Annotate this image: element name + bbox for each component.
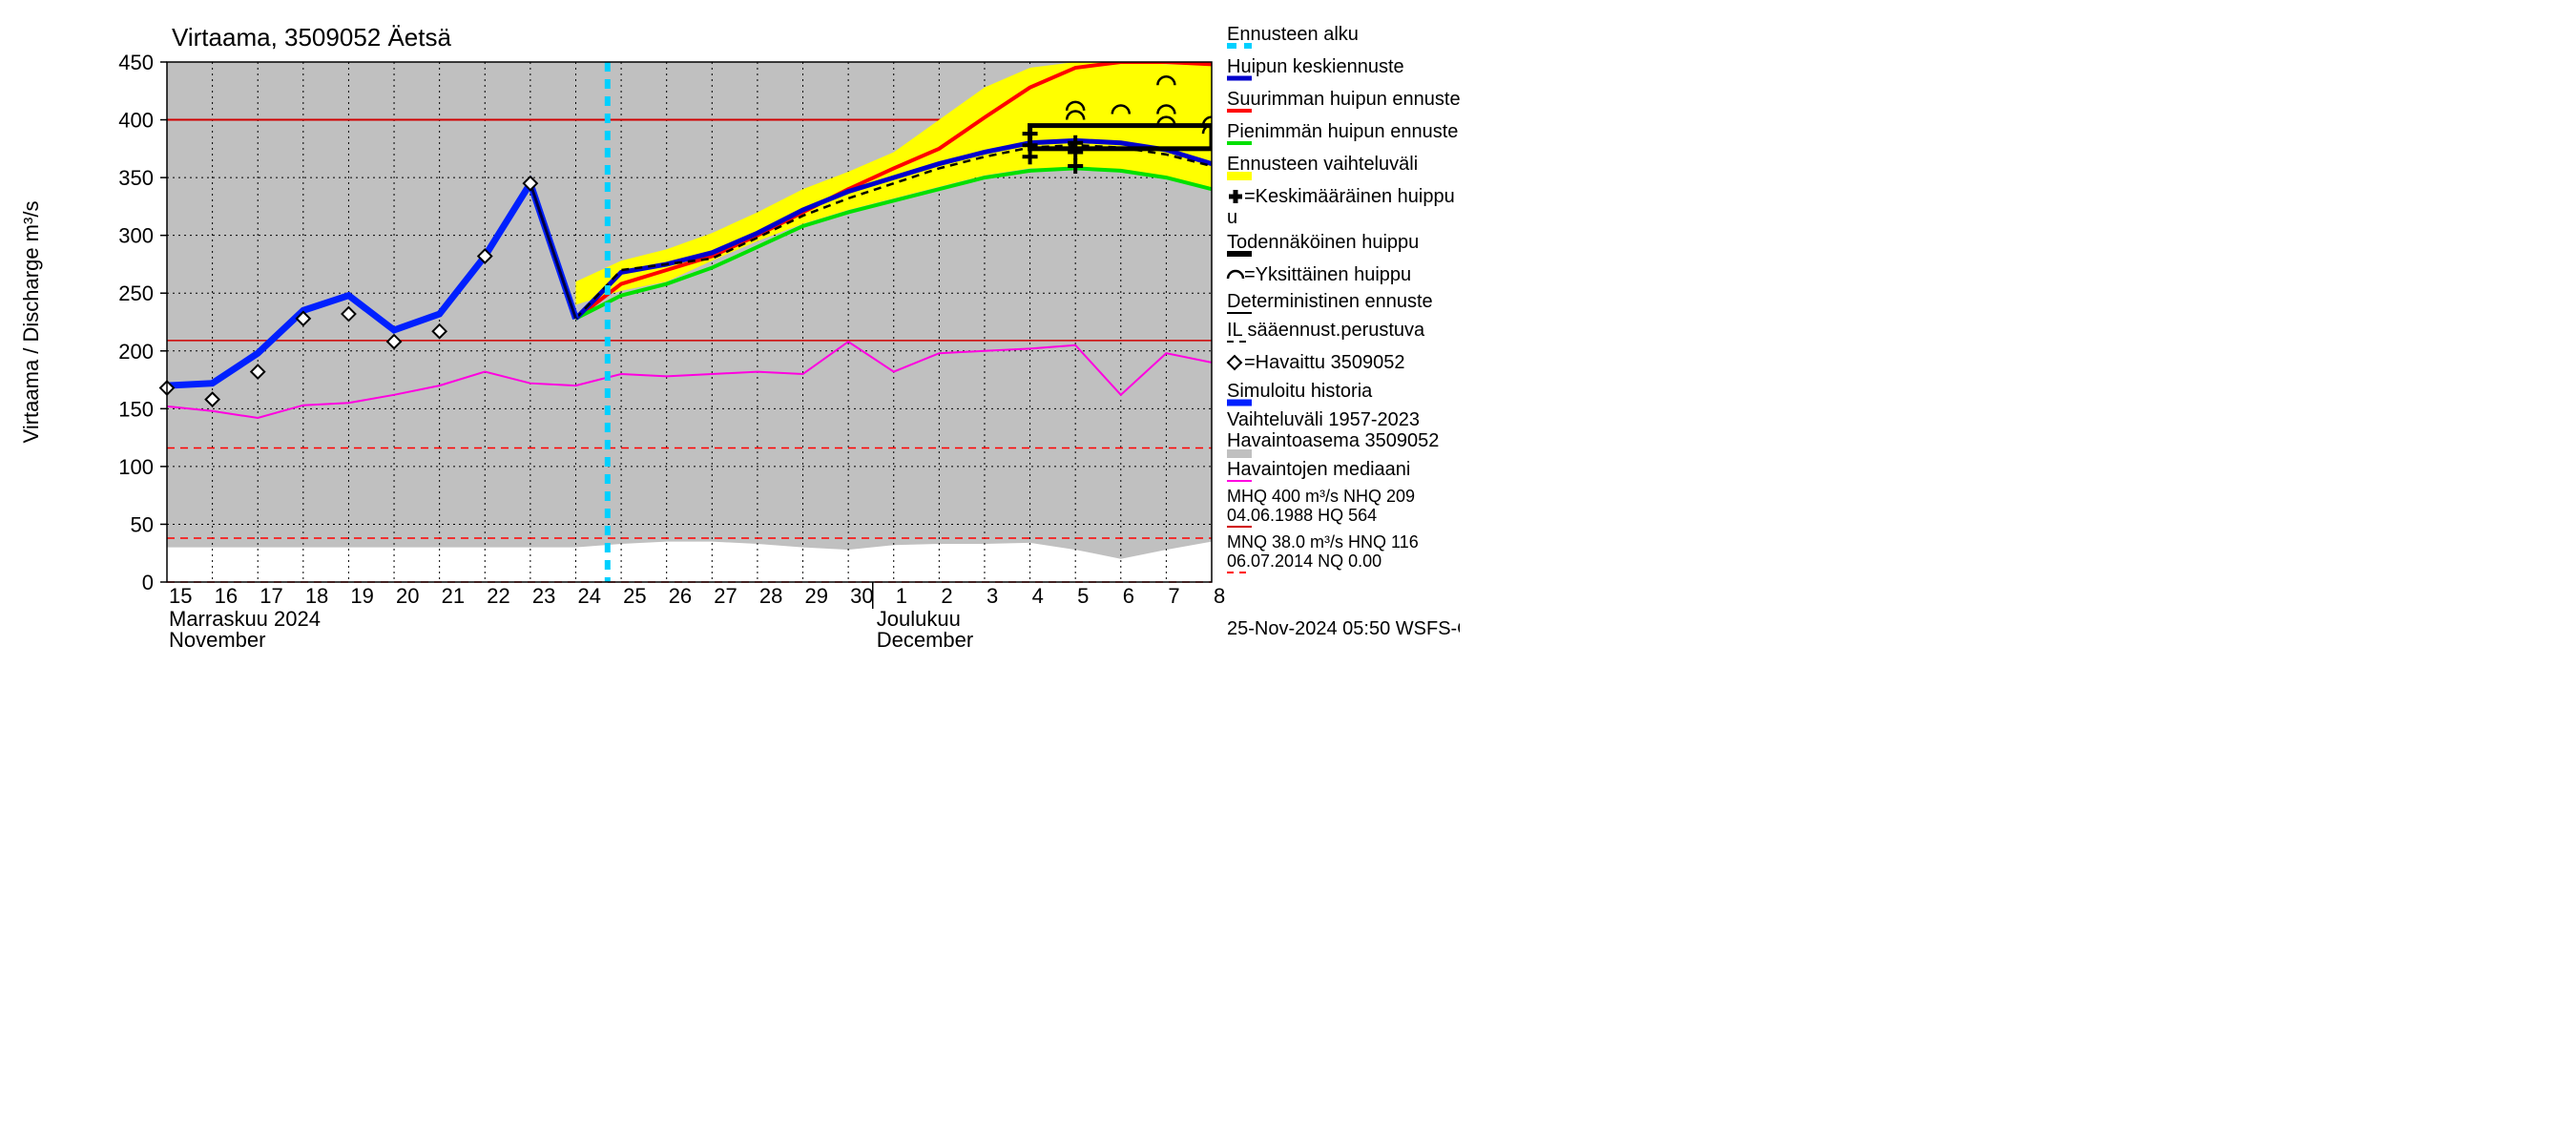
svg-text:Virtaama, 3509052 Äetsä: Virtaama, 3509052 Äetsä — [172, 23, 451, 52]
svg-text:06.07.2014 NQ 0.00: 06.07.2014 NQ 0.00 — [1227, 552, 1381, 571]
svg-text:100: 100 — [118, 455, 154, 479]
svg-text:November: November — [169, 628, 265, 649]
svg-text:150: 150 — [118, 397, 154, 421]
svg-text:200: 200 — [118, 340, 154, 364]
svg-text:15: 15 — [169, 584, 192, 608]
svg-text:20: 20 — [396, 584, 419, 608]
svg-text:22: 22 — [487, 584, 509, 608]
svg-text:=Havaittu 3509052: =Havaittu 3509052 — [1244, 352, 1404, 373]
svg-text:Vaihteluväli 1957-2023: Vaihteluväli 1957-2023 — [1227, 409, 1420, 430]
svg-text:19: 19 — [350, 584, 373, 608]
svg-text:25: 25 — [623, 584, 646, 608]
svg-text:450: 450 — [118, 51, 154, 74]
svg-text:25-Nov-2024 05:50 WSFS-O: 25-Nov-2024 05:50 WSFS-O — [1227, 618, 1460, 639]
svg-text:27: 27 — [714, 584, 737, 608]
svg-text:MNQ 38.0 m³/s HNQ 116: MNQ 38.0 m³/s HNQ 116 — [1227, 532, 1419, 552]
svg-text:350: 350 — [118, 166, 154, 190]
svg-text:17: 17 — [260, 584, 282, 608]
svg-text:1: 1 — [896, 584, 907, 608]
svg-text:December: December — [877, 628, 973, 649]
svg-text:Suurimman huipun ennuste: Suurimman huipun ennuste — [1227, 89, 1460, 110]
svg-text:8: 8 — [1214, 584, 1225, 608]
svg-text:=Yksittäinen huippu: =Yksittäinen huippu — [1244, 264, 1411, 285]
svg-text:Havaintoasema 3509052: Havaintoasema 3509052 — [1227, 430, 1439, 451]
svg-text:21: 21 — [442, 584, 465, 608]
svg-text:50: 50 — [131, 512, 154, 536]
svg-text:IL sääennust.perustuva: IL sääennust.perustuva — [1227, 320, 1425, 341]
svg-text:Havaintojen mediaani: Havaintojen mediaani — [1227, 459, 1410, 480]
svg-text:Simuloitu historia: Simuloitu historia — [1227, 381, 1373, 402]
svg-text:5: 5 — [1077, 584, 1089, 608]
chart-svg: 0501001502002503003504004501516171819202… — [0, 0, 1460, 649]
svg-text:Virtaama / Discharge m³/s: Virtaama / Discharge m³/s — [19, 201, 43, 444]
svg-text:7: 7 — [1168, 584, 1179, 608]
svg-text:Ennusteen vaihteluväli: Ennusteen vaihteluväli — [1227, 154, 1418, 175]
svg-text:26: 26 — [669, 584, 692, 608]
svg-text:400: 400 — [118, 109, 154, 133]
svg-text:MHQ 400 m³/s NHQ 209: MHQ 400 m³/s NHQ 209 — [1227, 487, 1415, 506]
svg-text:=Keskimääräinen huippu: =Keskimääräinen huippu — [1244, 186, 1455, 207]
svg-text:04.06.1988 HQ 564: 04.06.1988 HQ 564 — [1227, 506, 1377, 525]
svg-text:2: 2 — [941, 584, 952, 608]
svg-text:u: u — [1227, 207, 1237, 228]
svg-text:250: 250 — [118, 281, 154, 305]
svg-text:28: 28 — [759, 584, 782, 608]
svg-text:30: 30 — [850, 584, 873, 608]
svg-text:24: 24 — [577, 584, 600, 608]
svg-text:18: 18 — [305, 584, 328, 608]
svg-text:Huipun keskiennuste: Huipun keskiennuste — [1227, 56, 1404, 77]
svg-text:29: 29 — [805, 584, 828, 608]
discharge-forecast-chart: 0501001502002503003504004501516171819202… — [0, 0, 1460, 649]
svg-text:Deterministinen ennuste: Deterministinen ennuste — [1227, 291, 1433, 312]
svg-text:4: 4 — [1032, 584, 1044, 608]
svg-text:0: 0 — [142, 571, 154, 594]
svg-text:300: 300 — [118, 224, 154, 248]
svg-text:Todennäköinen huippu: Todennäköinen huippu — [1227, 232, 1419, 253]
svg-text:Ennusteen alku: Ennusteen alku — [1227, 24, 1359, 45]
svg-text:6: 6 — [1123, 584, 1134, 608]
svg-text:Pienimmän huipun ennuste: Pienimmän huipun ennuste — [1227, 121, 1458, 142]
svg-text:23: 23 — [532, 584, 555, 608]
svg-text:16: 16 — [215, 584, 238, 608]
svg-text:3: 3 — [987, 584, 998, 608]
